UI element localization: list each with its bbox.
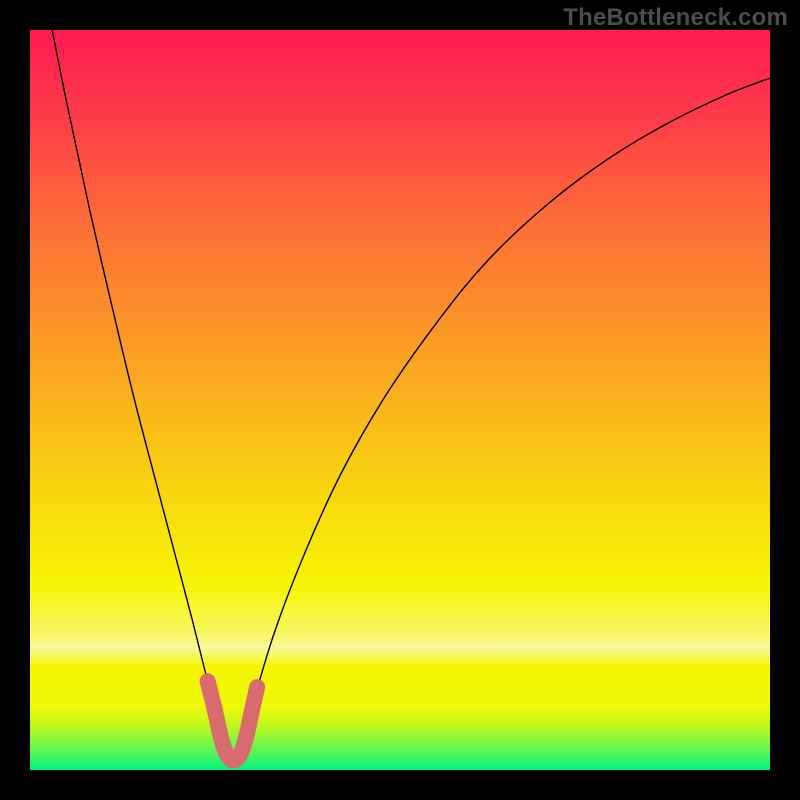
plot-svg: [30, 30, 770, 770]
watermark-text: TheBottleneck.com: [563, 4, 788, 32]
gradient-background: [30, 30, 770, 770]
plot-area: [30, 30, 770, 770]
chart-frame: TheBottleneck.com: [0, 0, 800, 800]
